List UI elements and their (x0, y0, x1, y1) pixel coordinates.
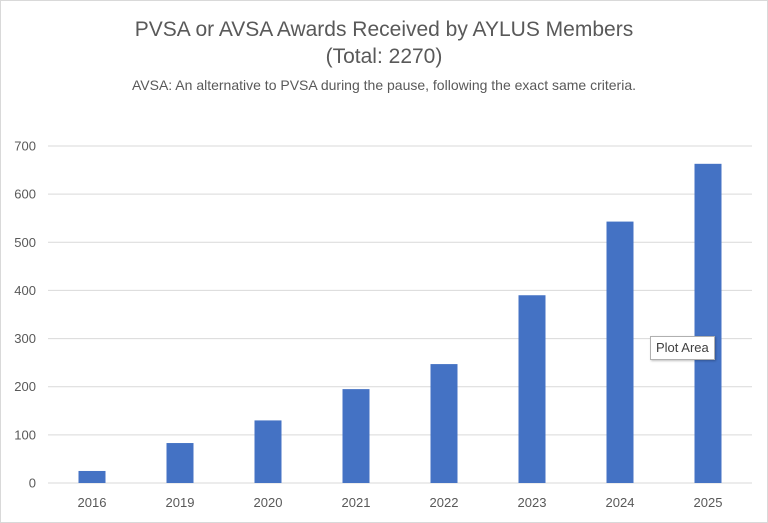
x-tick-label: 2024 (606, 495, 635, 510)
y-tick-label: 400 (14, 283, 36, 298)
y-tick-label: 700 (14, 139, 36, 154)
x-tick-label: 2023 (518, 495, 547, 510)
y-tick-label: 0 (29, 476, 36, 491)
x-tick-label: 2021 (342, 495, 371, 510)
y-tick-label: 200 (14, 379, 36, 394)
plot-area-tooltip: Plot Area (650, 336, 715, 360)
x-tick-label: 2025 (694, 495, 723, 510)
y-axis: 0 100 200 300 400 500 600 700 (14, 139, 36, 491)
x-axis: 2016 2019 2020 2021 2022 2023 2024 2025 (78, 495, 723, 510)
x-tick-label: 2019 (166, 495, 195, 510)
chart-subtitle: AVSA: An alternative to PVSA during the … (131, 77, 637, 93)
bar-2020[interactable] (254, 420, 282, 483)
bars (78, 163, 722, 483)
gridlines (48, 145, 752, 484)
x-tick-label: 2022 (430, 495, 459, 510)
bar-2016[interactable] (78, 470, 106, 483)
bar-2024[interactable] (606, 221, 634, 483)
x-tick-label: 2016 (78, 495, 107, 510)
bar-2022[interactable] (430, 364, 458, 483)
chart-title-line-2: (Total: 2270) (325, 45, 443, 68)
y-tick-label: 100 (14, 427, 36, 442)
bar-2021[interactable] (342, 389, 370, 483)
x-tick-label: 2020 (254, 495, 283, 510)
bar-2023[interactable] (518, 295, 546, 483)
chart-title: PVSA or AVSA Awards Received by AYLUS Me… (0, 16, 768, 70)
y-tick-label: 500 (14, 235, 36, 250)
bar-2025[interactable] (694, 163, 722, 483)
chart-title-line-1: PVSA or AVSA Awards Received by AYLUS Me… (134, 18, 634, 41)
bar-2019[interactable] (166, 443, 194, 483)
y-tick-label: 600 (14, 187, 36, 202)
y-tick-label: 300 (14, 331, 36, 346)
